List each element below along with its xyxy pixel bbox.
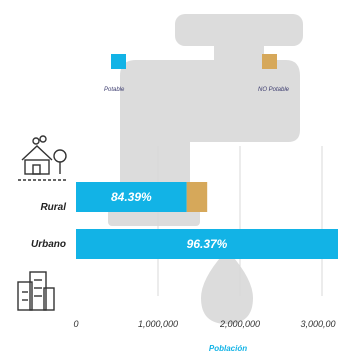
- x-axis-label: Población: [209, 344, 247, 353]
- gridlines: [157, 146, 323, 296]
- data-label-urbano-potable: 96.37%: [187, 237, 228, 251]
- bar-urbano-potable: [76, 229, 338, 259]
- bar-rural-potable: [76, 182, 187, 212]
- x-tick-label: 2,000,000: [219, 319, 260, 329]
- category-label-rural: Rural: [40, 202, 66, 213]
- rural-house-icon: [18, 135, 68, 181]
- legend-swatch-no-potable: [262, 54, 277, 69]
- x-tick-label: 3,000,00: [300, 319, 335, 329]
- water-drop-icon: [201, 250, 253, 324]
- x-axis-ticks: 0 1,000,000 2,000,000 3,000,00: [73, 319, 335, 329]
- x-tick-label: 0: [73, 319, 78, 329]
- category-label-urbano: Urbano: [31, 239, 66, 250]
- x-tick-label: 1,000,000: [138, 319, 178, 329]
- bar-rural-no-potable: [186, 182, 208, 212]
- legend-label-potable: Potable: [104, 87, 125, 93]
- data-label-rural-potable: 84.39%: [111, 190, 152, 204]
- legend: Potable NO Potable: [104, 54, 290, 93]
- urban-buildings-icon: [17, 271, 55, 311]
- legend-swatch-potable: [111, 54, 126, 69]
- legend-label-no-potable: NO Potable: [258, 87, 290, 93]
